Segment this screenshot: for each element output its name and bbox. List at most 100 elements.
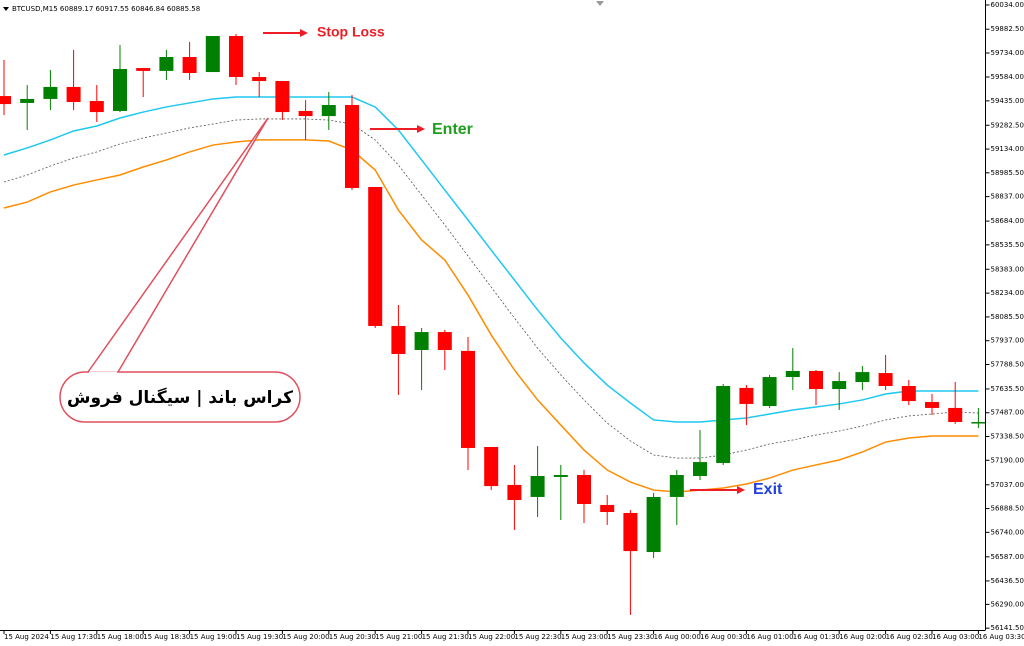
x-tick-label: 15 Aug 22:30 — [514, 633, 561, 641]
candle-body — [577, 475, 591, 504]
x-tick-label: 15 Aug 18:30 — [143, 633, 190, 641]
candle-body — [20, 98, 35, 103]
y-tick-label: 56290.00 — [991, 600, 1024, 608]
arrow-head — [417, 125, 425, 133]
y-tick-label: 56740.00 — [991, 528, 1024, 536]
y-tick-label: 60034.00 — [991, 1, 1024, 9]
x-tick-label: 16 Aug 02:00 — [839, 633, 886, 641]
callout-box — [59, 371, 301, 423]
chart-header: BTCUSD,M15 60889.17 60917.55 60846.84 60… — [12, 5, 200, 13]
candle-body — [484, 447, 499, 487]
y-tick-label: 56141.50 — [991, 624, 1024, 632]
x-tick-label: 16 Aug 00:00 — [654, 633, 701, 641]
y-tick-label: 59134.00 — [991, 145, 1024, 153]
callout-pointer — [87, 117, 269, 373]
arrow-head — [737, 486, 745, 494]
candle-body — [252, 77, 267, 82]
annotation: Stop Loss — [317, 24, 385, 40]
candle-body — [901, 386, 916, 402]
candle-body — [229, 36, 243, 78]
candle-body — [832, 381, 847, 390]
y-tick-label: 56587.00 — [991, 553, 1024, 561]
candle-body — [461, 350, 475, 448]
exit-annotation: Exit — [690, 481, 783, 498]
candle-body — [669, 475, 684, 497]
x-tick-label: 15 Aug 23:00 — [561, 633, 608, 641]
x-tick-label: 15 Aug 20:00 — [282, 633, 329, 641]
band-line — [3, 139, 979, 493]
candle-body — [971, 422, 986, 424]
y-tick-label: 57788.50 — [991, 360, 1024, 368]
candle-body — [739, 387, 754, 404]
band-line — [3, 118, 979, 459]
candle-body — [623, 512, 638, 552]
x-tick-label: 15 Aug 22:00 — [468, 633, 515, 641]
x-tick-label: 16 Aug 01:30 — [793, 633, 840, 641]
candle-body — [762, 377, 777, 407]
y-tick-label: 57937.00 — [991, 337, 1024, 345]
y-tick-label: 57037.00 — [991, 481, 1024, 489]
stop-loss-annotation: Stop Loss — [263, 24, 385, 40]
y-tick-label: 58837.00 — [991, 193, 1024, 201]
candle-body — [785, 370, 800, 378]
x-tick-label: 15 Aug 19:30 — [236, 633, 283, 641]
annotation: Exit — [753, 481, 783, 498]
candle-body — [693, 462, 707, 476]
y-tick-label: 57635.50 — [991, 385, 1024, 393]
menu-arrow — [3, 7, 9, 11]
candle-body — [43, 86, 58, 99]
y-tick-label: 59282.50 — [991, 121, 1024, 129]
y-tick-label: 56888.50 — [991, 505, 1024, 513]
candle-body — [809, 370, 823, 390]
y-tick-label: 57190.00 — [991, 456, 1024, 464]
y-tick-label: 58383.00 — [991, 265, 1024, 273]
arrow-head — [300, 29, 308, 37]
candle-body — [113, 69, 127, 111]
x-tick-label: 16 Aug 03:30 — [978, 633, 1024, 641]
enter-annotation: Enter — [370, 121, 473, 138]
candle-body — [321, 105, 336, 117]
y-tick-label: 58085.50 — [991, 313, 1024, 321]
candle-body — [646, 496, 661, 553]
annotation: Enter — [432, 121, 473, 138]
candle-body — [205, 36, 220, 73]
y-tick-label: 57338.50 — [991, 433, 1024, 441]
x-tick-label: 15 Aug 17:30 — [50, 633, 97, 641]
plot-area — [0, 33, 986, 615]
candle-body — [182, 56, 197, 74]
x-tick-label: 16 Aug 00:30 — [700, 633, 747, 641]
candle-body — [159, 56, 174, 71]
candle-body — [391, 325, 406, 354]
candle-body — [553, 475, 568, 477]
y-tick-label: 59734.00 — [991, 49, 1024, 57]
candle-body — [716, 386, 731, 464]
scroll-marker — [596, 1, 604, 6]
y-tick-label: 59584.00 — [991, 73, 1024, 81]
y-tick-label: 58234.00 — [991, 289, 1024, 297]
candle-body — [948, 407, 963, 423]
y-tick-label: 56436.50 — [991, 577, 1024, 585]
candle-body — [275, 81, 290, 113]
candle-body — [136, 68, 151, 71]
callout-text: کراس باند | سیگنال فروش — [67, 387, 293, 408]
candle-body — [600, 504, 615, 513]
candle-body — [530, 475, 545, 497]
x-tick-label: 15 Aug 19:00 — [190, 633, 237, 641]
y-tick-label: 58985.50 — [991, 169, 1024, 177]
x-tick-label: 15 Aug 18:00 — [97, 633, 144, 641]
x-tick-label: 16 Aug 02:30 — [886, 633, 933, 641]
x-tick-label: 16 Aug 03:00 — [932, 633, 979, 641]
x-tick-label: 15 Aug 21:00 — [375, 633, 422, 641]
x-tick-label: 15 Aug 23:30 — [607, 633, 654, 641]
x-tick-label: 15 Aug 20:30 — [329, 633, 376, 641]
candle-body — [507, 484, 522, 500]
callout: کراس باند | سیگنال فروش — [59, 117, 301, 423]
candle-body — [345, 105, 359, 188]
y-tick-label: 59435.00 — [991, 97, 1024, 105]
x-tick-label: 15 Aug 2024 — [4, 633, 49, 641]
candle-body — [414, 332, 429, 350]
y-tick-label: 58684.00 — [991, 217, 1024, 225]
band-line — [3, 96, 979, 423]
candle-body — [855, 372, 870, 383]
